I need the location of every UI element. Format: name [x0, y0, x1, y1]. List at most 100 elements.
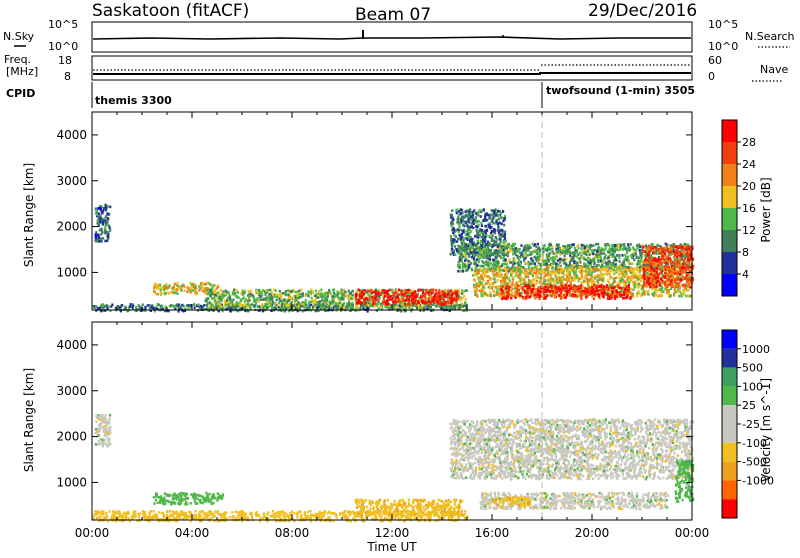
- freq-panel-frame: [92, 56, 692, 80]
- echo-cell: [219, 293, 221, 296]
- echo-cell: [464, 244, 466, 247]
- echo-cell: [494, 278, 496, 281]
- echo-cell: [308, 301, 310, 304]
- echo-cell: [376, 299, 378, 302]
- echo-cell: [460, 270, 462, 273]
- echo-cell: [393, 293, 395, 296]
- echo-cell: [585, 249, 587, 252]
- echo-cell: [511, 261, 513, 264]
- echo-cell: [580, 247, 582, 250]
- echo-cell: [449, 289, 451, 292]
- echo-cell: [214, 300, 216, 303]
- echo-cell: [593, 281, 595, 284]
- echo-cell: [600, 279, 602, 282]
- echo-cell: [606, 263, 608, 266]
- echo-cell: [501, 235, 503, 238]
- echo-cell: [490, 213, 492, 216]
- echo-cell: [176, 289, 178, 292]
- echo-cell: [217, 302, 219, 305]
- echo-cell: [253, 300, 255, 303]
- echo-cell: [249, 299, 251, 302]
- echo-cell: [647, 290, 649, 293]
- echo-cell: [637, 290, 639, 293]
- echo-cell: [590, 259, 592, 262]
- echo-cell: [100, 237, 102, 240]
- station-title: Saskatoon (fitACF): [92, 1, 249, 21]
- echo-cell: [530, 246, 532, 249]
- echo-cell: [319, 294, 321, 297]
- echo-cell: [163, 285, 165, 288]
- echo-cell: [219, 306, 221, 309]
- echo-cell: [173, 305, 175, 308]
- echo-cell: [484, 292, 486, 295]
- echo-cell: [343, 295, 345, 298]
- echo-cell: [363, 293, 365, 296]
- echo-cell: [543, 245, 545, 248]
- echo-cell: [553, 256, 555, 259]
- echo-cell: [525, 251, 527, 254]
- echo-cell: [255, 302, 257, 305]
- echo-cell: [544, 248, 546, 251]
- echo-cell: [556, 250, 558, 253]
- echo-cell: [348, 301, 350, 304]
- echo-cell: [203, 290, 205, 293]
- echo-cell: [176, 292, 178, 295]
- echo-cell: [109, 229, 111, 232]
- echo-cell: [610, 270, 612, 273]
- echo-cell: [368, 295, 370, 298]
- echo-cell: [482, 249, 484, 252]
- echo-cell: [581, 250, 583, 253]
- echo-cell: [476, 258, 478, 261]
- echo-cell: [630, 288, 632, 291]
- echo-cell: [520, 261, 522, 264]
- echo-cell: [422, 291, 424, 294]
- echo-cell: [551, 246, 553, 249]
- echo-cell: [346, 305, 348, 308]
- echo-cell: [503, 240, 505, 243]
- echo-cell: [473, 219, 475, 222]
- echo-cell: [468, 260, 470, 263]
- echo-cell: [189, 290, 191, 293]
- echo-cell: [391, 289, 393, 292]
- echo-cell: [464, 266, 466, 269]
- echo-cell: [394, 303, 396, 306]
- echo-cell: [282, 292, 284, 295]
- echo-cell: [304, 301, 306, 304]
- echo-cell: [239, 304, 241, 307]
- echo-cell: [511, 281, 513, 284]
- echo-cell: [407, 295, 409, 298]
- echo-cell: [439, 295, 441, 298]
- echo-cell: [506, 266, 508, 269]
- echo-cell: [461, 289, 463, 292]
- echo-cell: [279, 304, 281, 307]
- echo-cell: [525, 276, 527, 279]
- echo-cell: [688, 289, 690, 292]
- echo-cell: [550, 280, 552, 283]
- echo-cell: [335, 302, 337, 305]
- echo-cell: [380, 303, 382, 306]
- echo-cell: [375, 290, 377, 293]
- echo-cell: [154, 290, 156, 293]
- echo-cell: [288, 291, 290, 294]
- echo-cell: [339, 304, 341, 307]
- echo-cell: [396, 300, 398, 303]
- echo-cell: [366, 297, 368, 300]
- echo-cell: [479, 241, 481, 244]
- echo-cell: [295, 291, 297, 294]
- echo-cell: [104, 240, 106, 243]
- echo-cell: [288, 304, 290, 307]
- echo-cell: [651, 288, 653, 291]
- echo-cell: [95, 233, 97, 236]
- echo-cell: [541, 269, 543, 272]
- echo-cell: [500, 216, 502, 219]
- echo-cell: [594, 249, 596, 252]
- echo-cell: [99, 217, 101, 220]
- echo-cell: [458, 223, 460, 226]
- echo-cell: [578, 257, 580, 260]
- echo-cell: [579, 252, 581, 255]
- echo-cell: [600, 257, 602, 260]
- echo-cell: [460, 209, 462, 212]
- echo-cell: [639, 249, 641, 252]
- echo-cell: [491, 209, 493, 212]
